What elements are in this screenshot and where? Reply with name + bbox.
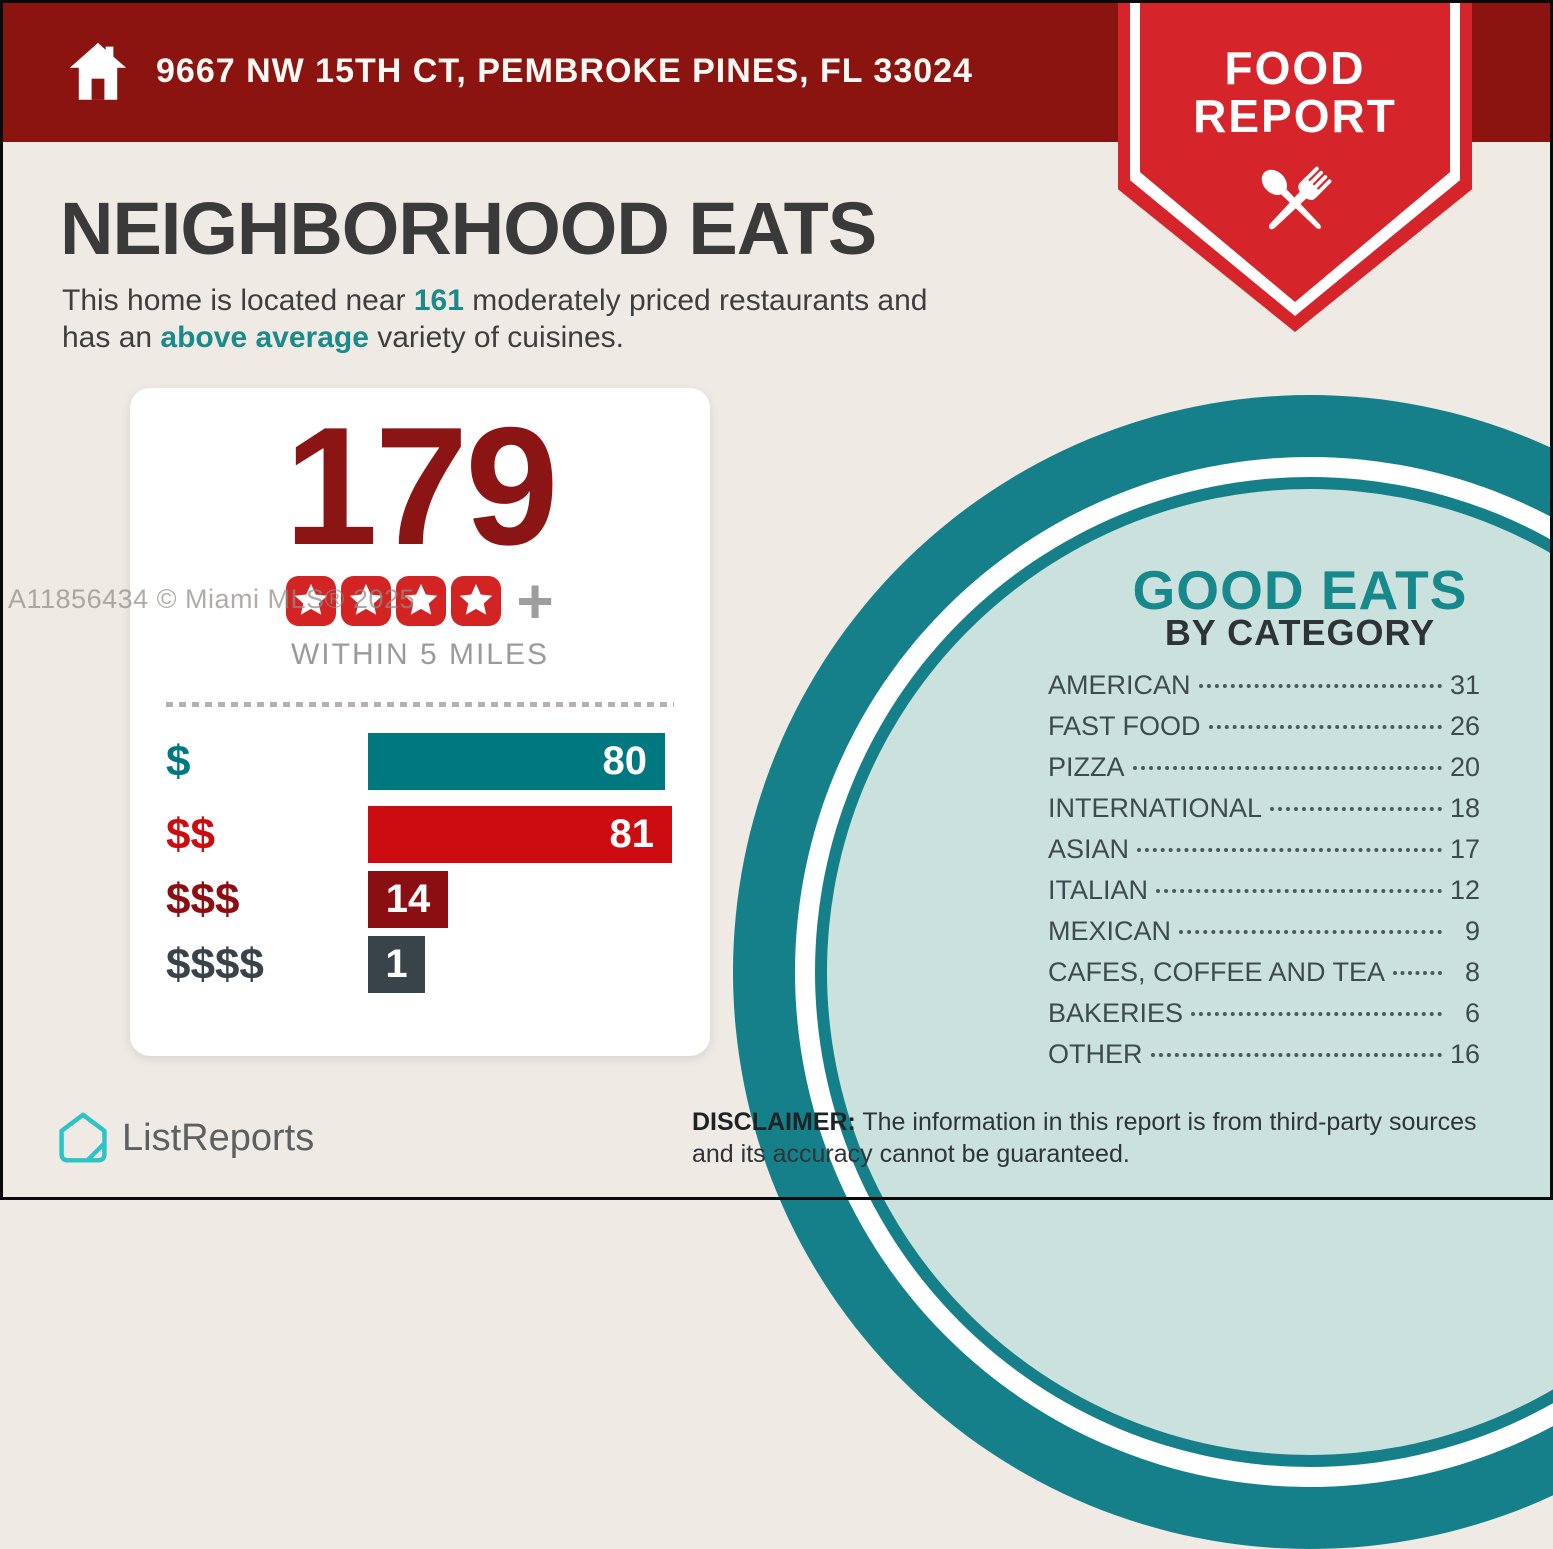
page-subtitle: This home is located near 161 moderately… — [62, 282, 1102, 356]
list-item: FAST FOOD 26 — [1048, 711, 1480, 752]
restaurant-stats-card: 179 + WITHIN 5 MILES $ 80 $$ 81 $$$ 14 $… — [130, 388, 710, 1056]
star-icon — [286, 576, 337, 626]
dotted-leader — [1132, 766, 1442, 770]
category-count: 12 — [1449, 875, 1480, 905]
crossed-spoon-fork-icon — [1261, 166, 1332, 230]
page-title: NEIGHBORHOOD EATS — [60, 187, 877, 270]
category-label: AMERICAN — [1048, 670, 1191, 700]
price-level-bar-chart: $ 80 $$ 81 $$$ 14 $$$$ 1 — [130, 733, 710, 993]
price-bar-row: $$$$ 1 — [130, 936, 710, 993]
within-miles-caption: WITHIN 5 MILES — [290, 638, 550, 671]
price-bar: 14 — [368, 871, 448, 928]
star-icon — [451, 576, 502, 626]
category-count: 20 — [1449, 752, 1480, 782]
price-bar-row: $$ 81 — [130, 806, 710, 863]
subtitle-text: moderately priced restaurants and — [463, 284, 928, 317]
disclaimer-label: DISCLAIMER: — [692, 1108, 856, 1136]
dashed-divider — [166, 702, 674, 707]
category-label: PIZZA — [1048, 752, 1125, 782]
subtitle-text: has an — [62, 321, 161, 354]
good-eats-subtitle: BY CATEGORY — [1164, 612, 1436, 653]
category-label: INTERNATIONAL — [1048, 793, 1263, 823]
list-item: BAKERIES 6 — [1048, 998, 1480, 1039]
dotted-leader — [1150, 1053, 1442, 1057]
disclaimer: DISCLAIMER: The information in this repo… — [692, 1106, 1504, 1170]
price-bar: 81 — [368, 806, 672, 863]
price-bar-value: 14 — [385, 877, 431, 921]
list-item: OTHER 16 — [1048, 1039, 1480, 1080]
price-level-label: $$$$ — [166, 939, 264, 989]
category-label: BAKERIES — [1048, 998, 1184, 1028]
category-label: CAFES, COFFEE AND TEA — [1048, 957, 1386, 987]
list-item: PIZZA 20 — [1048, 752, 1480, 793]
price-bar-value: 81 — [609, 812, 655, 856]
price-level-label: $$$ — [166, 874, 240, 924]
category-count: 8 — [1464, 957, 1480, 987]
disclaimer-text: The information in this report is from t… — [692, 1108, 1477, 1168]
category-label: OTHER — [1048, 1039, 1143, 1069]
ribbon-title-line1: FOOD — [1224, 42, 1366, 94]
list-item: ITALIAN 12 — [1048, 875, 1480, 916]
listreports-wordmark: ListReports — [122, 1116, 315, 1159]
category-label: FAST FOOD — [1048, 711, 1201, 741]
price-bar-value: 80 — [602, 739, 648, 783]
category-label: MEXICAN — [1048, 916, 1172, 946]
dotted-leader — [1270, 807, 1442, 811]
list-item: AMERICAN 31 — [1048, 670, 1480, 711]
rating-stars-row: + — [130, 565, 710, 637]
subtitle-text: variety of cuisines. — [368, 321, 624, 354]
variety-highlight: above average — [160, 321, 369, 354]
star-icon — [341, 576, 392, 626]
good-eats-category-list: AMERICAN 31 FAST FOOD 26 PIZZA 20 INTERNATI… — [1048, 670, 1480, 1080]
price-bar: 1 — [368, 936, 425, 993]
home-icon — [69, 42, 127, 100]
category-count: 18 — [1449, 793, 1480, 823]
category-count: 31 — [1449, 670, 1480, 700]
total-restaurants-count: 179 — [284, 392, 558, 580]
plus-sign: + — [516, 565, 554, 637]
category-label: ITALIAN — [1048, 875, 1149, 905]
price-bar: 80 — [368, 733, 665, 790]
dotted-leader — [1191, 1012, 1442, 1016]
listreports-logo: ListReports — [58, 1110, 314, 1166]
category-count: 17 — [1449, 834, 1480, 864]
mls-watermark: A11856434 © Miami MLS® 2025 — [8, 584, 416, 614]
price-bar-row: $ 80 — [130, 733, 710, 790]
good-eats-title: GOOD EATS — [1132, 559, 1468, 621]
listreports-house-icon — [59, 1112, 107, 1163]
category-count: 6 — [1464, 998, 1480, 1028]
subtitle-text: This home is located near — [62, 284, 414, 317]
list-item: ASIAN 17 — [1048, 834, 1480, 875]
restaurant-count: 161 — [413, 284, 464, 317]
dotted-leader — [1156, 889, 1442, 893]
list-item: INTERNATIONAL 18 — [1048, 793, 1480, 834]
ribbon-title: FOOD REPORT — [1118, 44, 1472, 140]
price-level-label: $ — [166, 736, 191, 786]
price-bar-value: 1 — [385, 942, 408, 986]
category-label: ASIAN — [1048, 834, 1130, 864]
dotted-leader — [1179, 930, 1442, 934]
category-count: 26 — [1449, 711, 1480, 741]
property-address: 9667 NW 15TH CT, PEMBROKE PINES, FL 3302… — [156, 51, 973, 90]
dotted-leader — [1208, 725, 1442, 729]
price-bar-row: $$$ 14 — [130, 871, 710, 928]
category-count: 9 — [1464, 916, 1480, 946]
star-icon — [396, 576, 447, 626]
dotted-leader — [1137, 848, 1442, 852]
list-item: CAFES, COFFEE AND TEA 8 — [1048, 957, 1480, 998]
list-item: MEXICAN 9 — [1048, 916, 1480, 957]
category-count: 16 — [1449, 1039, 1480, 1069]
ribbon-title-line2: REPORT — [1193, 90, 1397, 142]
price-level-label: $$ — [166, 809, 215, 859]
dotted-leader — [1198, 684, 1442, 688]
dotted-leader — [1393, 971, 1442, 975]
food-report-ribbon: FOOD REPORT — [1118, 0, 1472, 332]
